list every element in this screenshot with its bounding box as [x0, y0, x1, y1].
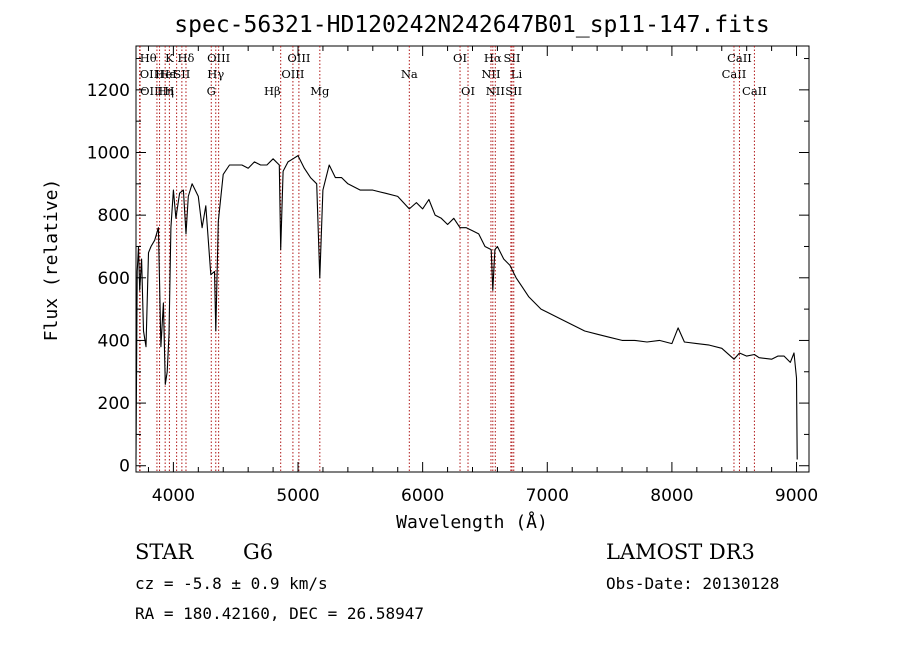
y-tick-label-4: 800 — [98, 206, 130, 226]
y-tick-label-0: 0 — [119, 457, 130, 477]
observation-date: Obs-Date: 20130128 — [606, 574, 779, 593]
survey-name: LAMOST DR3 — [606, 540, 755, 564]
axis-ticks — [136, 46, 809, 472]
line-marker-label-8: SII — [173, 67, 190, 81]
plot-frame — [135, 45, 810, 473]
line-marker-label-20: NII — [481, 67, 500, 81]
y-tick-label-6: 1200 — [87, 81, 130, 101]
line-marker-label-27: CaII — [727, 51, 752, 65]
y-tick-label-5: 1000 — [87, 144, 130, 164]
spectral-line-markers: HθOIIOIIIHηHεKHHeISIIHδGHγOIIIHβOIIIOIII… — [139, 46, 767, 472]
chart-title: spec-56321-HD120242N242647B01_sp11-147.f… — [174, 12, 769, 38]
y-axis-label: Flux (relative) — [41, 179, 62, 342]
line-marker-label-18: OI — [453, 51, 467, 65]
y-tick-label-1: 200 — [98, 394, 130, 414]
line-marker-label-0: Hθ — [140, 51, 157, 65]
x-tick-label-0: 4000 — [152, 486, 195, 506]
object-subclass: G6 — [243, 540, 273, 564]
line-marker-label-2: OIII — [140, 84, 163, 98]
line-marker-label-13: Hβ — [264, 84, 281, 98]
line-marker-label-3: Hη — [157, 84, 174, 98]
sky-coordinates: RA = 180.42160, DEC = 26.58947 — [135, 604, 424, 623]
line-marker-label-21: Hα — [484, 51, 502, 65]
line-marker-label-10: G — [207, 84, 216, 98]
line-marker-label-11: Hγ — [207, 67, 224, 81]
x-axis-label: Wavelength (Å) — [396, 511, 548, 533]
line-marker-label-15: OIII — [287, 51, 310, 65]
object-type: STAR — [135, 540, 194, 564]
line-marker-label-12: OIII — [207, 51, 230, 65]
line-marker-label-16: Mg — [310, 84, 330, 98]
x-tick-label-5: 9000 — [775, 486, 818, 506]
line-marker-label-4: Hε — [160, 67, 176, 81]
y-tick-label-3: 600 — [98, 269, 130, 289]
x-tick-label-4: 8000 — [650, 486, 693, 506]
spectrum-line-0 — [135, 155, 798, 460]
line-marker-label-17: Na — [401, 67, 418, 81]
x-tick-label-1: 5000 — [276, 486, 319, 506]
line-marker-label-25: SII — [505, 84, 522, 98]
line-marker-label-6: H — [164, 84, 174, 98]
line-marker-label-28: CaII — [742, 84, 767, 98]
line-marker-label-7: HeI — [155, 67, 176, 81]
line-marker-label-9: Hδ — [177, 51, 194, 65]
line-marker-label-23: Li — [511, 67, 523, 81]
spectrum-series — [135, 155, 798, 460]
x-tick-label-2: 6000 — [401, 486, 444, 506]
radial-velocity: cz = -5.8 ± 0.9 km/s — [135, 574, 328, 593]
axis-tick-labels: 4000 5000 6000 7000 8000 9000 0 200 400 600 800 100… — [87, 81, 818, 506]
line-marker-label-24: SII — [504, 51, 521, 65]
line-marker-label-19: OI — [461, 84, 475, 98]
line-marker-label-1: OII — [140, 67, 159, 81]
line-marker-label-26: CaII — [722, 67, 747, 81]
y-tick-label-2: 400 — [98, 331, 130, 351]
line-marker-label-14: OIII — [281, 67, 304, 81]
line-marker-label-22: NII — [486, 84, 505, 98]
x-tick-label-3: 7000 — [526, 486, 569, 506]
